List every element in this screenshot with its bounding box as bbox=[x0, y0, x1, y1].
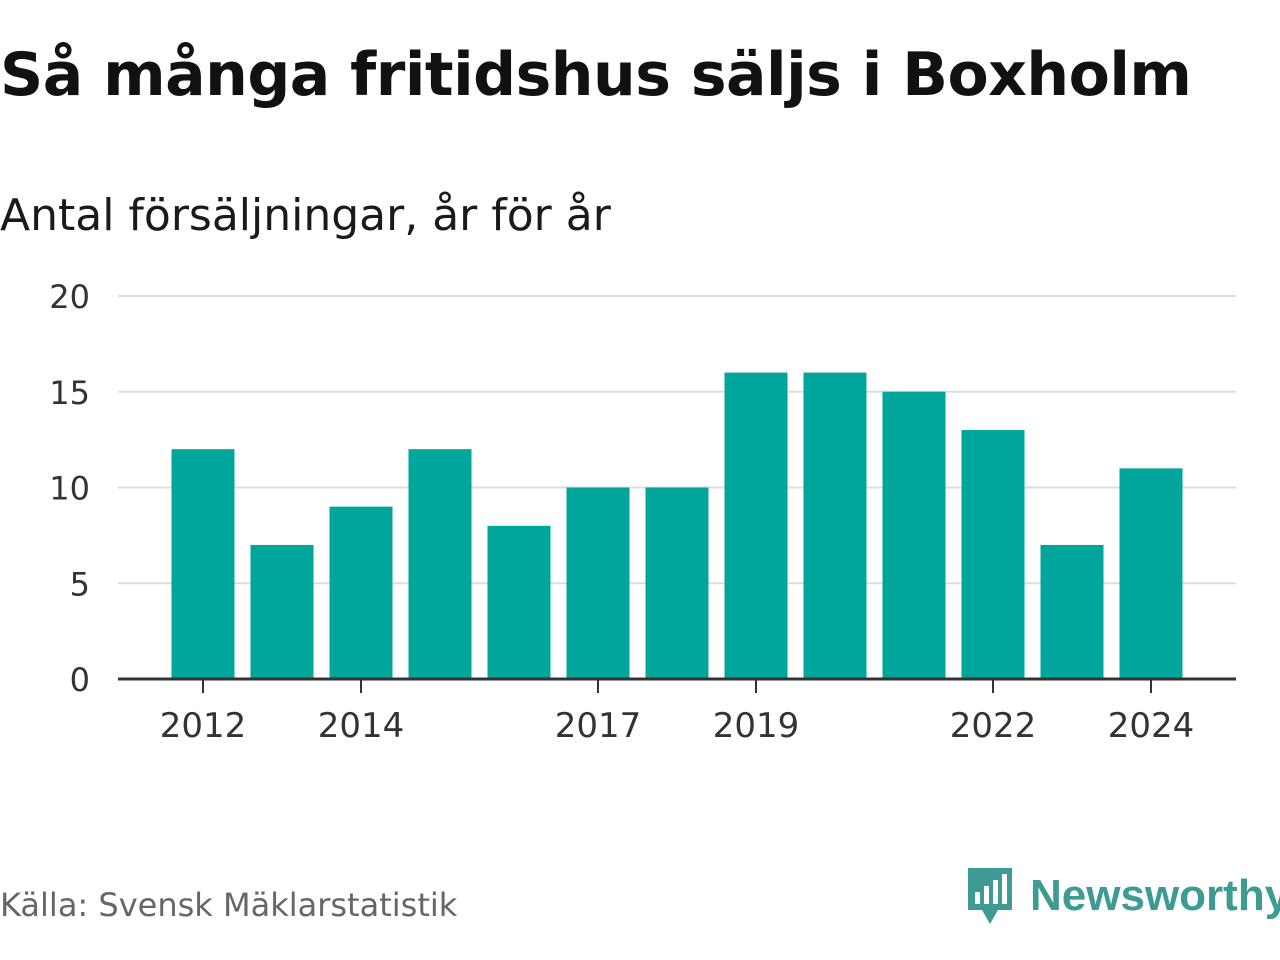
bar-2016 bbox=[487, 525, 551, 679]
chart-subtitle: Antal försäljningar, år för år bbox=[0, 190, 611, 241]
bar-2019 bbox=[724, 372, 788, 679]
x-axis: 2012 2014 2017 2019 2022 2024 bbox=[118, 677, 1236, 746]
x-tick-label: 2012 bbox=[160, 706, 247, 746]
bar-2023 bbox=[1040, 544, 1104, 679]
x-tick-label: 2022 bbox=[950, 706, 1037, 746]
x-tick-label: 2014 bbox=[318, 706, 405, 746]
brand-name: Newsworthy bbox=[1030, 871, 1280, 920]
x-tick-label: 2024 bbox=[1108, 706, 1195, 746]
y-tick-label: 5 bbox=[70, 565, 90, 603]
chart-title: Så många fritidshus säljs i Boxholm bbox=[0, 40, 1192, 110]
bar-2018 bbox=[645, 487, 709, 679]
bar-2013 bbox=[250, 544, 314, 679]
bar-2017 bbox=[566, 487, 630, 679]
bar-2021 bbox=[882, 391, 946, 679]
y-tick-label: 15 bbox=[49, 374, 90, 412]
bar-2012 bbox=[171, 449, 235, 679]
bar-2015 bbox=[408, 449, 472, 679]
bar-chart: 0 5 10 15 20 2012 2014 2017 2019 2022 2024 bbox=[49, 278, 1236, 746]
bars bbox=[171, 372, 1183, 679]
bar-2020 bbox=[803, 372, 867, 679]
x-tick-label: 2019 bbox=[713, 706, 800, 746]
y-tick-label: 10 bbox=[49, 470, 90, 508]
bar-2024 bbox=[1119, 468, 1183, 679]
y-tick-label: 20 bbox=[49, 278, 90, 316]
newsworthy-logo-icon bbox=[968, 868, 1012, 924]
y-axis-ticks: 0 5 10 15 20 bbox=[49, 278, 90, 699]
bar-2014 bbox=[329, 506, 393, 679]
source-note: Källa: Svensk Mäklarstatistik bbox=[0, 886, 458, 924]
bar-2022 bbox=[961, 430, 1025, 679]
y-tick-label: 0 bbox=[70, 661, 90, 699]
brand-logo: Newsworthy bbox=[964, 866, 1280, 926]
x-tick-label: 2017 bbox=[555, 706, 642, 746]
